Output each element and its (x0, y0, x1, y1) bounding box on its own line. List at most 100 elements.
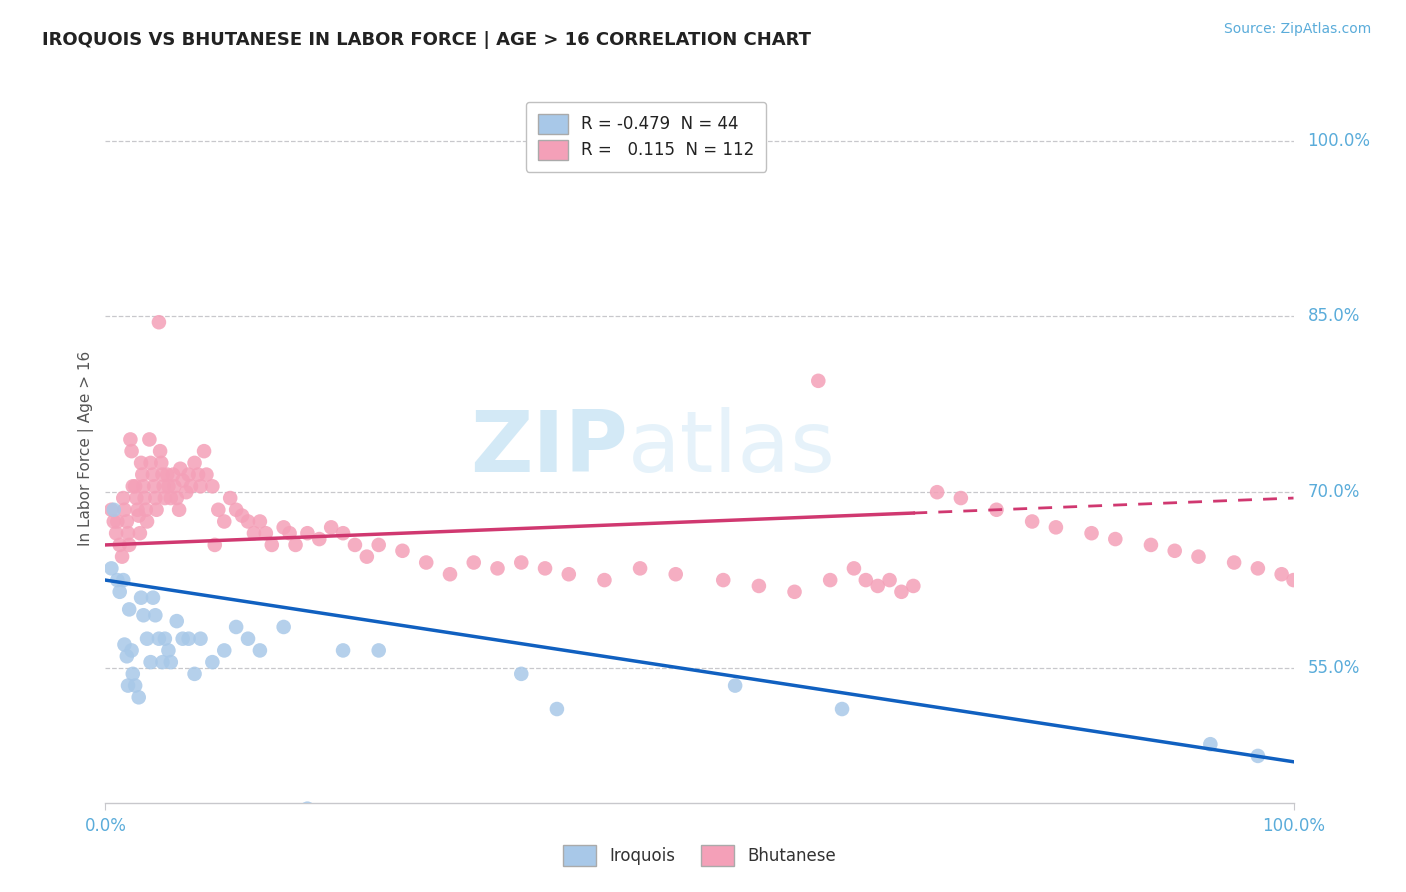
Point (148, 632, 170, 646)
Point (152, 467, 174, 482)
Point (1104, 532, 1126, 546)
Point (162, 467, 184, 482)
Point (201, 655, 224, 669)
Point (121, 479, 143, 493)
Point (152, 479, 174, 493)
Point (118, 602, 141, 616)
Point (128, 508, 150, 523)
Point (167, 502, 190, 516)
Point (236, 515, 259, 529)
Point (278, 526, 301, 541)
Point (254, 526, 277, 541)
Point (249, 643, 271, 657)
Point (949, 491, 972, 505)
Point (415, 556, 437, 570)
Point (115, 515, 138, 529)
Point (183, 456, 205, 470)
Point (139, 456, 162, 470)
Point (166, 614, 188, 628)
Point (117, 679, 139, 693)
Point (866, 579, 889, 593)
Point (486, 561, 509, 575)
Point (332, 526, 354, 541)
Point (1247, 748, 1270, 763)
Point (195, 467, 218, 482)
Point (145, 502, 167, 516)
Point (132, 479, 155, 493)
Point (748, 579, 770, 593)
Point (201, 479, 224, 493)
Point (124, 479, 146, 493)
Point (108, 538, 131, 552)
Point (308, 532, 330, 546)
Point (114, 638, 136, 652)
Point (156, 467, 179, 482)
Point (117, 526, 139, 541)
Point (903, 579, 925, 593)
Point (108, 584, 131, 599)
Point (193, 444, 215, 458)
Point (463, 556, 485, 570)
Point (100, 561, 122, 575)
Text: Source: ZipAtlas.com: Source: ZipAtlas.com (1223, 22, 1371, 37)
Text: 100.0%: 100.0% (1308, 131, 1371, 150)
Point (986, 502, 1008, 516)
Point (105, 526, 128, 541)
Point (148, 315, 170, 329)
Point (172, 632, 194, 646)
Point (124, 679, 146, 693)
Point (115, 649, 138, 664)
Point (1199, 737, 1222, 751)
Point (169, 461, 191, 475)
Point (558, 567, 581, 582)
Point (136, 632, 159, 646)
Point (1140, 538, 1163, 552)
Point (1223, 556, 1246, 570)
Point (1247, 561, 1270, 575)
Point (231, 508, 253, 523)
Point (1045, 520, 1067, 534)
Point (177, 632, 200, 646)
Point (332, 643, 354, 657)
Point (142, 591, 165, 605)
Point (111, 549, 134, 564)
Point (219, 491, 242, 505)
Point (260, 538, 283, 552)
Point (121, 643, 143, 657)
Point (879, 573, 901, 587)
Point (125, 491, 148, 505)
Point (157, 479, 180, 493)
Point (214, 515, 236, 529)
Point (367, 643, 389, 657)
Point (190, 479, 212, 493)
Point (190, 632, 212, 646)
Point (711, 573, 734, 587)
Point (890, 584, 912, 599)
Point (628, 561, 651, 575)
Point (1080, 526, 1102, 541)
Point (204, 538, 226, 552)
Point (105, 515, 128, 529)
Point (807, 374, 830, 388)
Point (665, 567, 688, 582)
Point (138, 433, 160, 447)
Point (127, 502, 149, 516)
Point (273, 520, 295, 534)
Point (343, 538, 366, 552)
Point (153, 632, 176, 646)
Point (121, 666, 143, 681)
Text: 55.0%: 55.0% (1308, 659, 1360, 677)
Point (842, 561, 865, 575)
Point (152, 655, 174, 669)
Point (134, 491, 156, 505)
Point (1164, 543, 1187, 558)
Point (593, 573, 616, 587)
Point (546, 702, 568, 716)
Point (249, 515, 271, 529)
Point (132, 608, 155, 623)
Point (136, 515, 159, 529)
Text: 70.0%: 70.0% (1308, 483, 1360, 501)
Text: atlas: atlas (628, 407, 837, 490)
Text: IROQUOIS VS BHUTANESE IN LABOR FORCE | AGE > 16 CORRELATION CHART: IROQUOIS VS BHUTANESE IN LABOR FORCE | A… (42, 31, 811, 49)
Point (129, 591, 152, 605)
